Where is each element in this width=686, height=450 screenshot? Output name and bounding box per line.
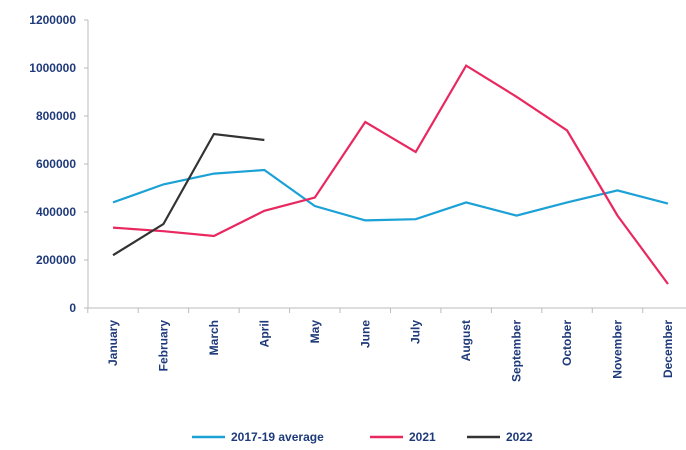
x-tick-label: November: [611, 320, 625, 379]
x-tick-label: February: [156, 320, 170, 372]
y-tick-label: 400000: [36, 205, 76, 219]
x-tick-label: December: [661, 320, 675, 378]
x-tick-label: January: [106, 320, 120, 366]
series-line: [112, 64, 669, 285]
x-tick-label: August: [459, 320, 473, 361]
x-tick-label: October: [560, 320, 574, 366]
y-tick-label: 600000: [36, 157, 76, 171]
y-tick-label: 800000: [36, 109, 76, 123]
series-line: [112, 132, 265, 257]
x-tick-label: September: [510, 320, 524, 382]
x-tick-label: June: [358, 320, 372, 348]
series-line: [112, 168, 669, 222]
y-tick-label: 0: [69, 301, 76, 315]
x-tick-label: May: [308, 320, 322, 344]
x-tick-label: April: [257, 320, 271, 347]
y-tick-label: 200000: [36, 253, 76, 267]
legend-label: 2021: [409, 430, 436, 444]
y-tick-label: 1200000: [29, 13, 76, 27]
legend-label: 2022: [506, 430, 533, 444]
x-tick-label: July: [409, 320, 423, 344]
x-tick-label: March: [207, 320, 221, 355]
y-tick-label: 1000000: [29, 61, 76, 75]
legend-label: 2017-19 average: [231, 430, 324, 444]
